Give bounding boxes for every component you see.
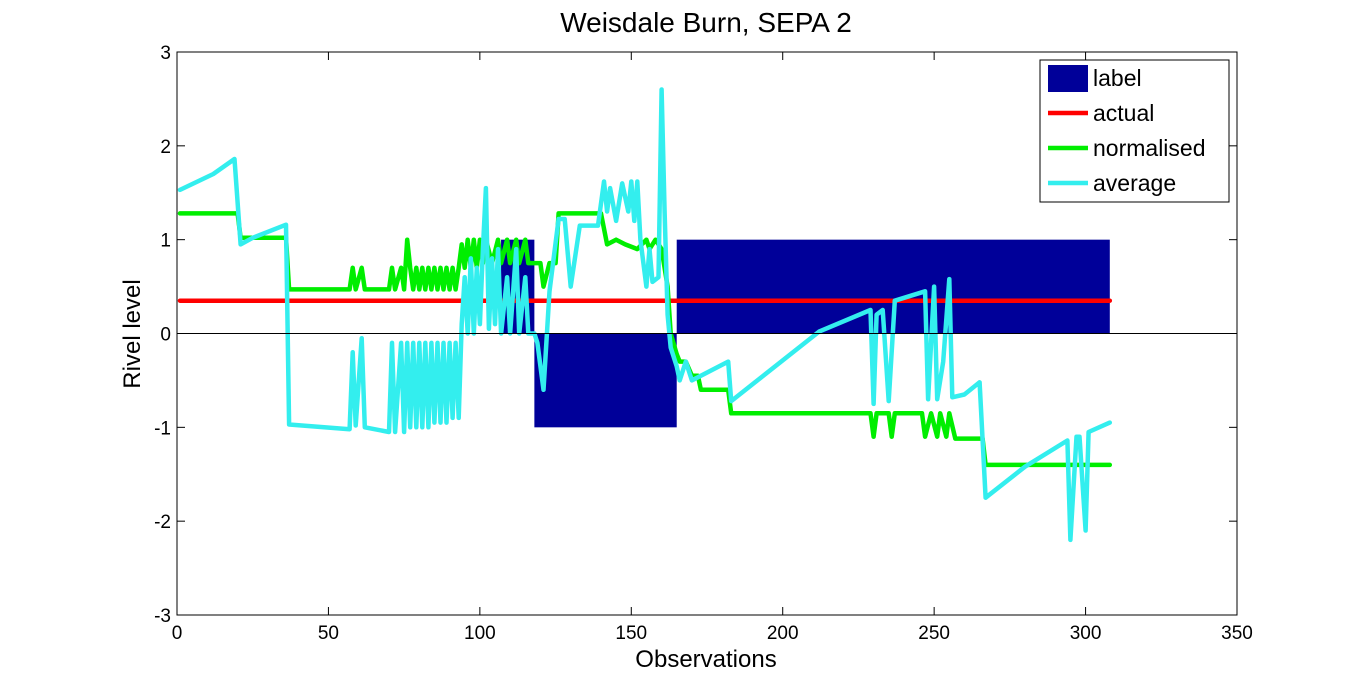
x-tick-label: 100	[464, 623, 496, 644]
series-group	[177, 87, 1113, 543]
y-tick-label: 1	[160, 231, 171, 252]
y-tick-label: -2	[154, 512, 171, 533]
y-tick-label: -1	[154, 418, 171, 439]
x-tick-label: 200	[767, 623, 799, 644]
x-tick-label: 150	[615, 623, 647, 644]
legend-swatch-label	[1048, 65, 1088, 92]
legend-label-actual: actual	[1093, 100, 1154, 126]
label-bar	[534, 333, 677, 428]
average-line	[177, 87, 1113, 543]
legend-label-average: average	[1093, 170, 1176, 196]
legend-label-label: label	[1093, 65, 1142, 91]
y-tick-label: -3	[154, 606, 171, 627]
x-tick-label: 0	[172, 623, 183, 644]
y-tick-label: 2	[160, 137, 171, 158]
chart-title: Weisdale Burn, SEPA 2	[560, 7, 852, 38]
x-axis-label: Observations	[635, 646, 776, 673]
plot-area	[176, 51, 1238, 616]
normalised-line	[177, 211, 1113, 468]
x-tick-label: 50	[318, 623, 339, 644]
y-tick-label: 3	[160, 43, 171, 64]
x-tick-label: 350	[1221, 623, 1253, 644]
legend-label-normalised: normalised	[1093, 135, 1206, 161]
y-tick-label: 0	[160, 325, 171, 346]
legend: label actual normalised average	[1039, 59, 1230, 203]
x-tick-label: 300	[1070, 623, 1102, 644]
axis-ticks: 0 50 100 150 200 250 300 350 -3 -2 -1 0 1 2 3	[154, 43, 1253, 644]
y-axis-label: Rivel level	[119, 279, 146, 388]
x-tick-label: 250	[918, 623, 950, 644]
